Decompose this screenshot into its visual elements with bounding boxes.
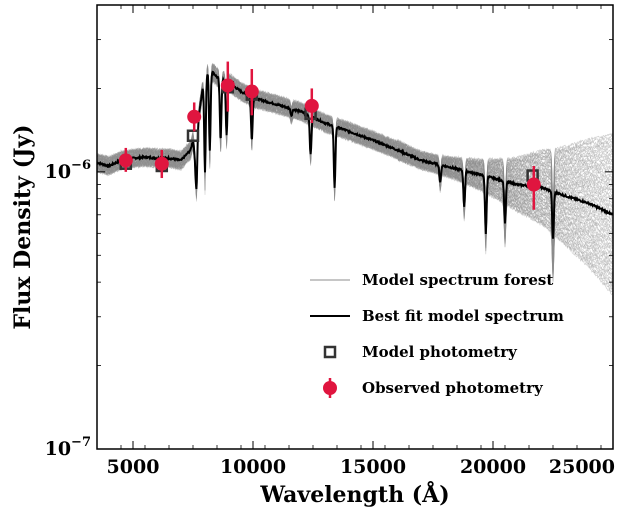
- x-tick-label: 25000: [549, 456, 615, 478]
- forest-spectrum-line: [97, 76, 613, 274]
- y-axis-ticks: 10−7 10−6: [45, 4, 613, 460]
- forest-spectrum-line: [97, 74, 613, 262]
- legend-item: Model photometry: [323, 343, 518, 361]
- forest-spectrum-line: [97, 63, 613, 224]
- forest-spectrum-line: [97, 77, 613, 277]
- forest-spectrum-line: [97, 65, 613, 227]
- forest-spectrum-line: [97, 73, 613, 251]
- svg-text:Model photometry: Model photometry: [362, 343, 518, 361]
- x-tick-label: 15000: [340, 456, 406, 478]
- legend-item: Observed photometry: [323, 378, 544, 398]
- plot-frame: [96, 4, 614, 450]
- forest-spectrum-line: [97, 76, 613, 267]
- forest-spectrum-line: [97, 67, 613, 221]
- forest-spectrum-line: [97, 64, 613, 215]
- forest-spectrum-line: [97, 74, 613, 255]
- observed-photometry-point: [187, 102, 202, 132]
- forest-spectrum-line: [97, 78, 613, 291]
- forest-spectrum-line: [97, 78, 613, 286]
- observed-photometry-point: [526, 165, 541, 210]
- forest-spectrum-line: [97, 79, 613, 295]
- forest-spectrum-line: [97, 68, 613, 221]
- legend-item: Model spectrum forest: [310, 271, 553, 289]
- forest-spectrum-line: [97, 78, 613, 281]
- forest-spectrum-line: [97, 65, 613, 230]
- x-tick-label: 10000: [220, 456, 286, 478]
- forest-spectrum-line: [97, 73, 613, 259]
- forest-spectrum-line: [97, 79, 613, 288]
- y-tick-label: 10−6: [45, 158, 91, 183]
- forest-spectrum-line: [97, 73, 613, 248]
- x-tick-label: 20000: [460, 456, 526, 478]
- x-tick-label: 5000: [107, 456, 160, 478]
- forest-spectrum-line: [97, 77, 613, 283]
- forest-spectrum-line: [97, 77, 613, 276]
- observed-photometry-point: [244, 69, 259, 116]
- forest-spectrum-line: [97, 75, 613, 267]
- svg-text:Model spectrum forest: Model spectrum forest: [362, 271, 553, 289]
- forest-spectrum-line: [97, 63, 613, 227]
- observed-photometry-markers: [118, 61, 541, 210]
- forest-spectrum-line: [97, 66, 613, 218]
- legend: Model spectrum forest Best fit model spec…: [310, 271, 564, 398]
- observed-photometry-point: [220, 61, 235, 112]
- forest-spectrum-line: [97, 62, 613, 212]
- forest-spectrum-line: [97, 74, 613, 259]
- y-tick-label: 10−7: [45, 435, 91, 460]
- forest-spectrum-line: [97, 65, 613, 218]
- forest-spectrum-line: [97, 79, 613, 293]
- forest-spectrum-line: [97, 74, 613, 256]
- forest-spectrum-line: [97, 63, 613, 224]
- x-axis-label: Wavelength (Å): [259, 481, 449, 508]
- forest-spectrum-line: [97, 67, 613, 224]
- forest-spectrum-line: [97, 72, 613, 251]
- legend-item: Best fit model spectrum: [310, 307, 564, 325]
- forest-spectrum-line: [97, 77, 613, 266]
- svg-text:Best fit model spectrum: Best fit model spectrum: [362, 307, 564, 325]
- forest-spectrum-line: [97, 63, 613, 218]
- y-axis-label: Flux Density (Jy): [10, 124, 36, 329]
- svg-text:Observed photometry: Observed photometry: [362, 379, 544, 397]
- observed-photometry-point: [304, 88, 319, 124]
- forest-spectrum-line: [97, 63, 613, 221]
- forest-spectrum-line: [97, 75, 613, 268]
- x-axis-ticks: 5000 10000 15000 20000 25000: [96, 5, 615, 478]
- forest-spectrum-line: [97, 64, 613, 221]
- forest-spectrum-line: [97, 64, 613, 215]
- forest-spectrum-line: [97, 75, 613, 270]
- observed-photometry-point: [118, 147, 133, 172]
- observed-photometry-point: [154, 149, 169, 179]
